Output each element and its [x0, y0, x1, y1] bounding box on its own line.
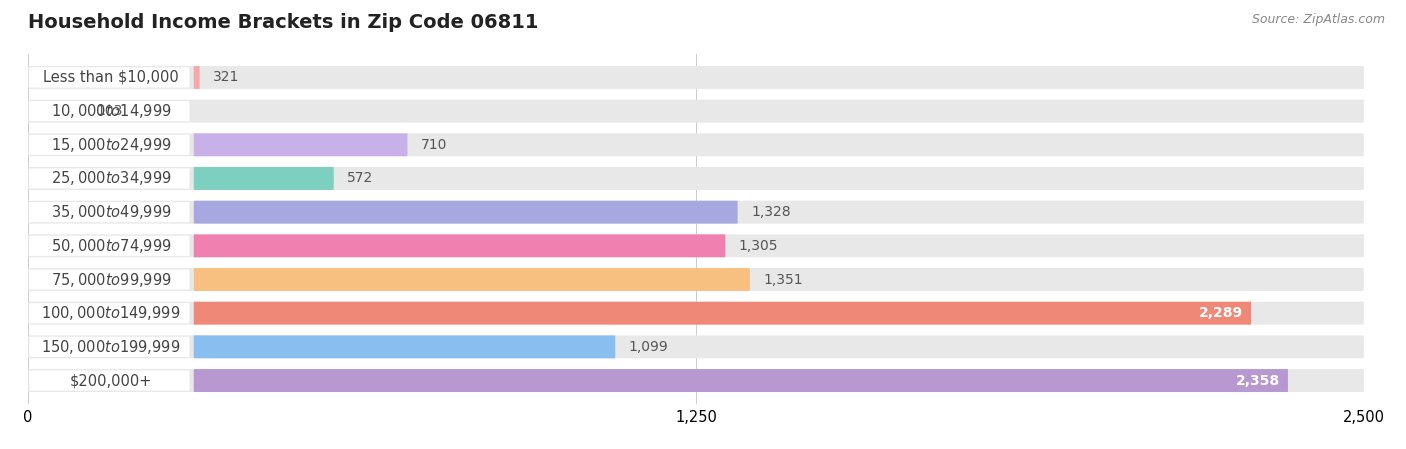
FancyBboxPatch shape	[194, 369, 1288, 392]
FancyBboxPatch shape	[194, 234, 725, 257]
Text: 2,289: 2,289	[1199, 306, 1243, 320]
FancyBboxPatch shape	[30, 370, 190, 391]
FancyBboxPatch shape	[30, 337, 190, 357]
FancyBboxPatch shape	[194, 335, 616, 358]
Text: 103: 103	[97, 104, 122, 118]
Text: Source: ZipAtlas.com: Source: ZipAtlas.com	[1251, 13, 1385, 26]
FancyBboxPatch shape	[30, 168, 190, 189]
Text: 1,328: 1,328	[751, 205, 790, 219]
FancyBboxPatch shape	[28, 201, 1364, 224]
FancyBboxPatch shape	[28, 369, 1364, 392]
FancyBboxPatch shape	[28, 133, 1364, 156]
Text: Less than $10,000: Less than $10,000	[44, 70, 179, 85]
FancyBboxPatch shape	[194, 133, 408, 156]
FancyBboxPatch shape	[194, 302, 1251, 325]
Text: 1,351: 1,351	[763, 273, 803, 286]
FancyBboxPatch shape	[30, 67, 190, 88]
FancyBboxPatch shape	[30, 135, 190, 155]
FancyBboxPatch shape	[194, 201, 738, 224]
Text: $100,000 to $149,999: $100,000 to $149,999	[41, 304, 180, 322]
Text: $10,000 to $14,999: $10,000 to $14,999	[51, 102, 172, 120]
Text: Household Income Brackets in Zip Code 06811: Household Income Brackets in Zip Code 06…	[28, 13, 538, 32]
Text: $15,000 to $24,999: $15,000 to $24,999	[51, 136, 172, 154]
FancyBboxPatch shape	[30, 303, 190, 323]
Text: $200,000+: $200,000+	[70, 373, 152, 388]
Text: 572: 572	[347, 172, 374, 185]
FancyBboxPatch shape	[28, 234, 1364, 257]
Text: $150,000 to $199,999: $150,000 to $199,999	[41, 338, 180, 356]
Text: 710: 710	[420, 138, 447, 152]
FancyBboxPatch shape	[30, 236, 190, 256]
Text: $25,000 to $34,999: $25,000 to $34,999	[51, 169, 172, 188]
FancyBboxPatch shape	[28, 167, 1364, 190]
Text: 1,099: 1,099	[628, 340, 668, 354]
FancyBboxPatch shape	[28, 302, 1364, 325]
FancyBboxPatch shape	[28, 335, 1364, 358]
FancyBboxPatch shape	[30, 101, 190, 121]
Text: $50,000 to $74,999: $50,000 to $74,999	[51, 237, 172, 255]
Text: 2,358: 2,358	[1236, 374, 1279, 387]
Text: 1,305: 1,305	[738, 239, 778, 253]
FancyBboxPatch shape	[194, 66, 200, 89]
FancyBboxPatch shape	[28, 268, 1364, 291]
FancyBboxPatch shape	[194, 167, 333, 190]
FancyBboxPatch shape	[194, 268, 749, 291]
Text: $75,000 to $99,999: $75,000 to $99,999	[51, 270, 172, 289]
Text: 321: 321	[212, 70, 239, 84]
FancyBboxPatch shape	[28, 100, 1364, 123]
FancyBboxPatch shape	[28, 66, 1364, 89]
FancyBboxPatch shape	[30, 202, 190, 222]
FancyBboxPatch shape	[30, 269, 190, 290]
Text: $35,000 to $49,999: $35,000 to $49,999	[51, 203, 172, 221]
